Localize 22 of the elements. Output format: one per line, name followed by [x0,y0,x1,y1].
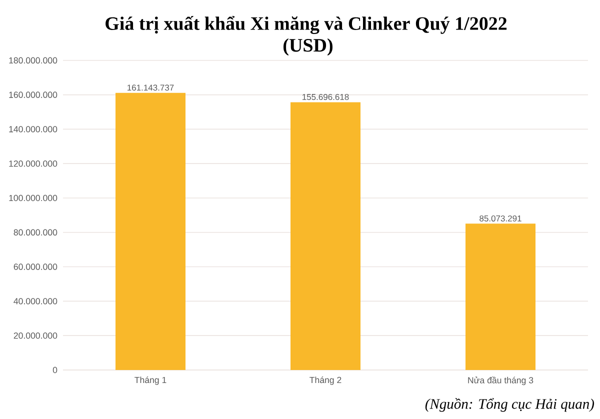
chart-subtitle: (USD) [284,38,332,56]
y-tick-label: 180.000.000 [9,57,58,64]
y-tick-label: 20.000.000 [14,332,58,339]
x-tick-label: Tháng 2 [310,376,342,385]
y-tick-label: 120.000.000 [9,160,58,167]
y-tick-label: 80.000.000 [14,229,58,236]
data-label: 85.073.291 [480,215,522,222]
bar [466,224,536,370]
chart-title: Giá trị xuất khẩu Xi măng và Clinker Quý 1/2022 [106,16,507,34]
bar [290,102,360,370]
y-tick-label: 40.000.000 [14,298,58,304]
y-tick-label: 140.000.000 [9,126,58,132]
y-tick-label: 100.000.000 [9,194,58,202]
data-label: 155.696.618 [302,94,349,100]
data-label: 161.143.737 [128,84,174,91]
y-tick-label: 160.000.000 [9,92,58,98]
y-tick-label: 60.000.000 [14,264,58,270]
y-tick-label: 0 [52,366,58,374]
x-tick-label: Tháng 1 [134,376,166,385]
bar [116,92,186,370]
text: (Nguồn: Tổng cục Hải quan) [425,398,594,412]
x-tick-label: Nửa đầu tháng 3 [468,376,534,386]
